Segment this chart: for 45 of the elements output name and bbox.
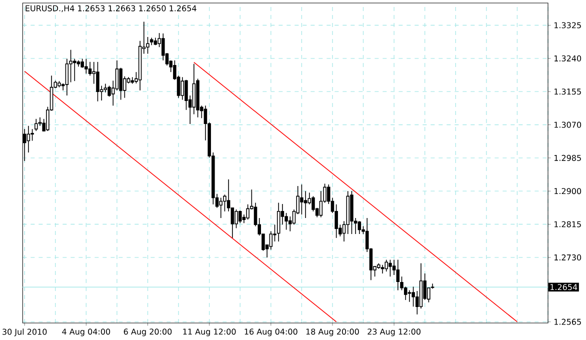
candlestick	[72, 58, 76, 82]
candlestick	[388, 259, 392, 277]
candlestick	[408, 290, 412, 302]
y-tick-label: 1.3070	[554, 122, 582, 128]
y-tick-label: 1.3155	[554, 88, 581, 95]
candlestick	[300, 184, 304, 215]
y-tick-label: 1.2730	[554, 254, 582, 260]
candlestick	[219, 197, 222, 218]
candlestick	[269, 230, 273, 250]
candlestick	[34, 118, 38, 132]
candlestick	[319, 190, 323, 218]
candlestick	[234, 209, 238, 229]
candlestick	[396, 259, 400, 291]
candlestick	[276, 202, 280, 242]
candlestick	[88, 62, 92, 76]
candlestick	[84, 58, 88, 74]
x-tick-label: 18 Aug 20:00	[306, 328, 359, 336]
ref-line-label: 1.2654	[550, 284, 578, 290]
y-tick-label: 1.2565	[554, 318, 581, 325]
y-tick-label: 1.3240	[554, 55, 582, 62]
candlestick	[192, 63, 196, 115]
candlestick	[130, 76, 134, 84]
candlestick	[65, 58, 69, 96]
x-tick-label: 4 Aug 04:00	[62, 328, 110, 336]
y-tick-label: 1.2900	[554, 188, 582, 194]
candlestick	[358, 220, 362, 234]
x-tick-label: 11 Aug 12:00	[183, 328, 236, 336]
candlestick	[238, 210, 242, 224]
candlestick	[380, 264, 384, 274]
x-tick-label: 23 Aug 12:00	[368, 328, 420, 336]
x-tick-label: 6 Aug 20:00	[124, 328, 172, 336]
x-tick-label: 30 Jul 2010	[2, 328, 47, 336]
candlestick	[115, 60, 119, 91]
candlestick	[96, 62, 100, 102]
candlestick	[26, 126, 30, 153]
y-tick-label: 1.2815	[554, 221, 581, 228]
chart-title: EURUSD.,H4 1.2653 1.2663 1.2650 1.2654	[26, 5, 196, 12]
candlestick	[404, 286, 408, 300]
y-tick-label: 1.2985	[554, 154, 581, 161]
candlestick	[180, 76, 184, 100]
x-tick-label: 16 Aug 04:00	[244, 328, 298, 336]
y-tick-label: 1.3325	[554, 22, 581, 28]
candlestick	[246, 204, 250, 220]
candlestick	[304, 190, 308, 218]
candlestick	[384, 259, 388, 272]
